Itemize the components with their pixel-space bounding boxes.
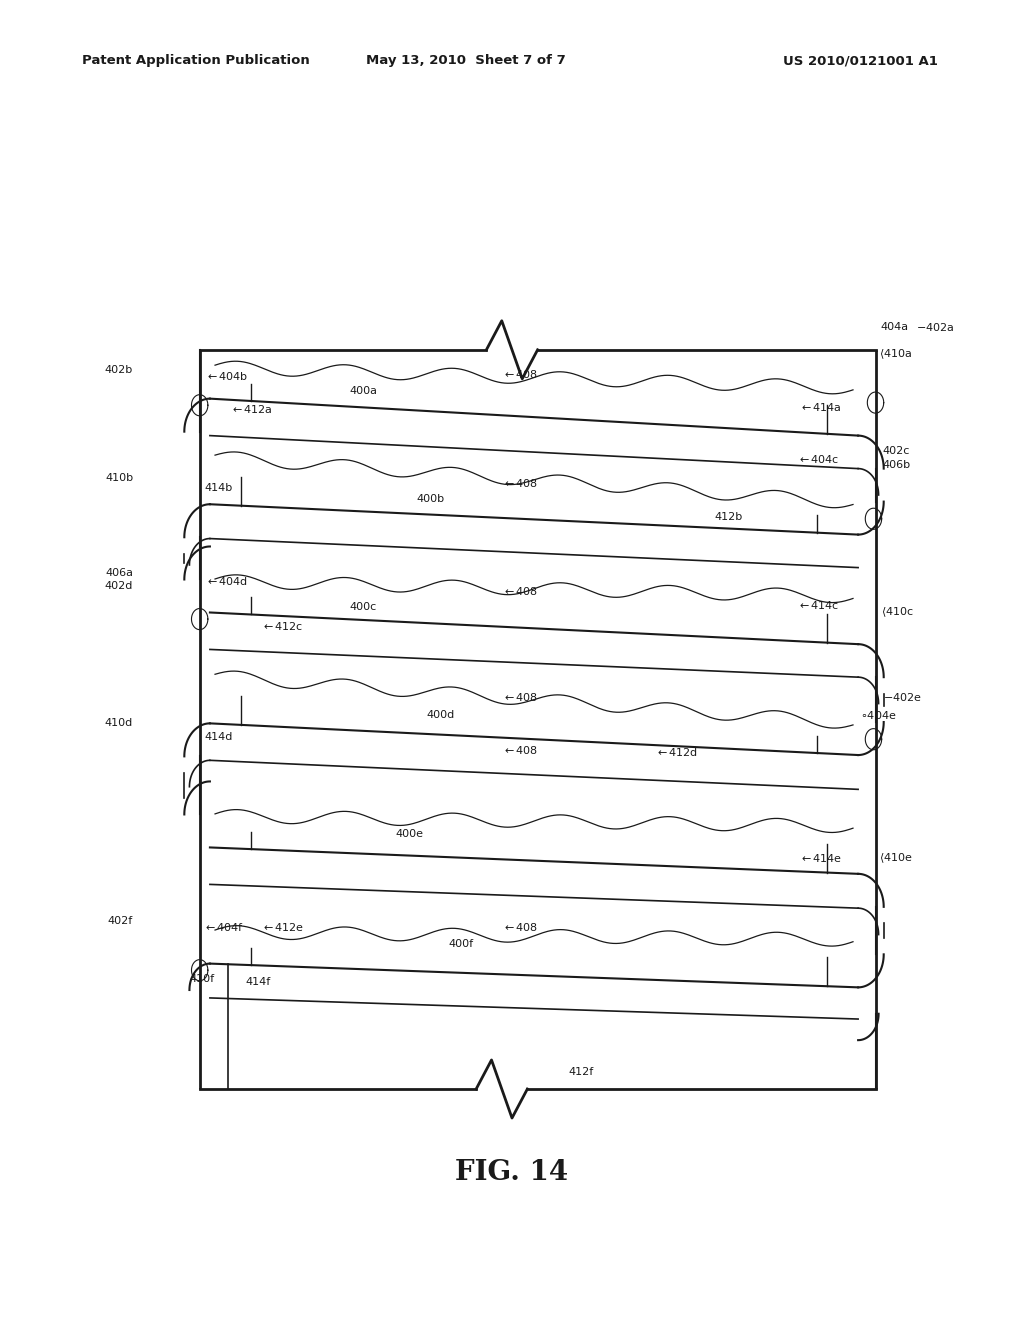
Text: $\leftarrow$414c: $\leftarrow$414c: [797, 598, 839, 611]
Text: 400b: 400b: [416, 494, 444, 504]
Text: $\leftarrow$408: $\leftarrow$408: [502, 585, 538, 598]
Text: 410d: 410d: [104, 718, 133, 729]
Text: $\langle$410a: $\langle$410a: [879, 347, 912, 360]
Text: 406b: 406b: [883, 459, 910, 470]
Text: $\leftarrow$414a: $\leftarrow$414a: [799, 400, 842, 413]
Text: Patent Application Publication: Patent Application Publication: [82, 54, 309, 67]
Text: 412f: 412f: [568, 1067, 594, 1077]
Text: $\leftarrow$404d: $\leftarrow$404d: [205, 574, 248, 587]
Text: 412b: 412b: [715, 512, 743, 523]
Text: 400e: 400e: [395, 829, 424, 840]
Text: 400d: 400d: [426, 710, 455, 721]
Text: $-$402a: $-$402a: [916, 321, 954, 334]
Text: 402d: 402d: [104, 581, 133, 591]
Text: 414d: 414d: [205, 731, 233, 742]
Text: 410b: 410b: [105, 473, 133, 483]
Text: $\leftarrow$408: $\leftarrow$408: [502, 477, 538, 490]
Text: FIG. 14: FIG. 14: [456, 1159, 568, 1185]
Text: 414f: 414f: [246, 977, 271, 987]
Text: $\leftarrow$412e: $\leftarrow$412e: [261, 920, 304, 933]
Text: 404a: 404a: [881, 322, 908, 333]
Text: $\leftarrow$408: $\leftarrow$408: [502, 367, 538, 380]
Text: $\circ$404e: $\circ$404e: [860, 709, 897, 722]
Text: $\leftarrow$404f: $\leftarrow$404f: [203, 920, 244, 933]
Text: $\langle$410c: $\langle$410c: [881, 606, 913, 619]
Text: 406a: 406a: [105, 568, 133, 578]
Text: $\leftarrow$408: $\leftarrow$408: [502, 920, 538, 933]
Text: $\langle$410e: $\langle$410e: [879, 851, 912, 865]
Text: 402b: 402b: [104, 364, 133, 375]
Text: 400f: 400f: [449, 939, 473, 949]
Text: $\leftarrow$414e: $\leftarrow$414e: [799, 851, 842, 865]
Text: 400c: 400c: [350, 602, 377, 612]
Text: 402c: 402c: [883, 446, 910, 457]
Text: 402f: 402f: [108, 916, 133, 927]
Text: $\leftarrow$408: $\leftarrow$408: [502, 690, 538, 704]
Text: $\leftarrow$412c: $\leftarrow$412c: [261, 619, 303, 632]
Text: $\leftarrow$412d: $\leftarrow$412d: [655, 746, 698, 759]
Text: $-$402e: $-$402e: [883, 690, 922, 704]
Text: $\leftarrow$408: $\leftarrow$408: [502, 743, 538, 756]
Text: 410f: 410f: [189, 974, 215, 985]
Text: $\leftarrow$404b: $\leftarrow$404b: [205, 370, 248, 383]
Text: $\leftarrow$404c: $\leftarrow$404c: [798, 453, 840, 466]
Text: $\leftarrow$412a: $\leftarrow$412a: [230, 403, 273, 416]
Text: 414b: 414b: [205, 483, 233, 494]
Text: May 13, 2010  Sheet 7 of 7: May 13, 2010 Sheet 7 of 7: [366, 54, 566, 67]
Text: US 2010/0121001 A1: US 2010/0121001 A1: [782, 54, 938, 67]
Text: 400a: 400a: [349, 385, 378, 396]
